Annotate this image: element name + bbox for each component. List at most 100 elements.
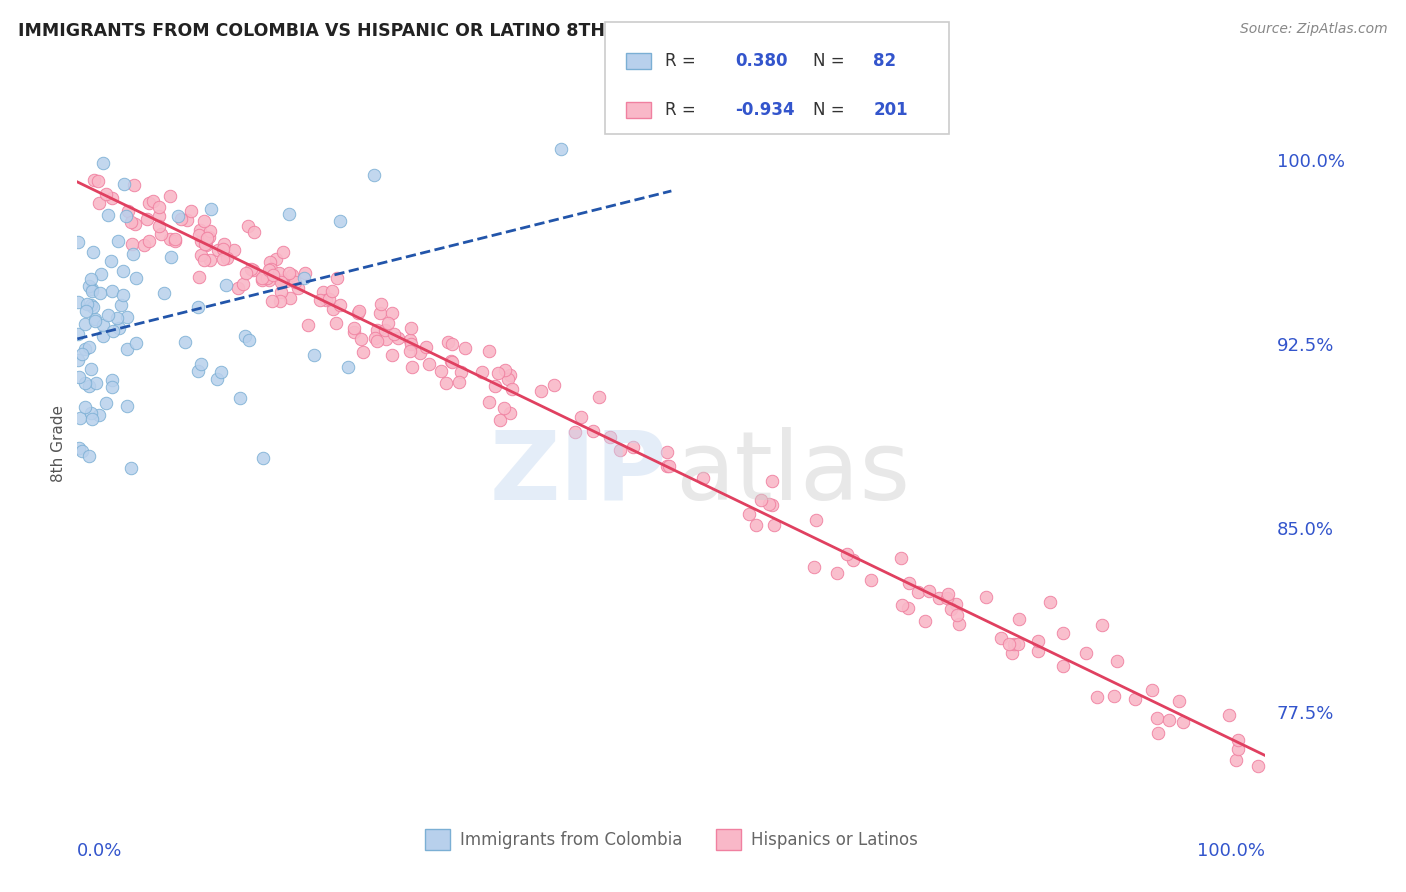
Point [107,234,129,248]
Point [897,600,920,615]
Point [399,343,422,358]
Point [623,440,645,454]
Point [138,196,160,211]
Point [67,295,90,310]
Point [399,337,422,351]
Point [270,285,292,299]
Text: atlas: atlas [675,426,910,520]
Point [478,344,501,359]
Point [1004,637,1026,651]
Point [90,267,112,281]
Point [312,285,335,300]
Point [655,458,678,473]
Point [364,331,387,345]
Point [75,376,97,391]
Point [387,331,409,345]
Point [141,194,163,209]
Point [212,252,235,266]
Text: 77.5%: 77.5% [1277,705,1334,723]
Point [1218,707,1240,722]
Point [101,191,124,205]
Point [170,212,193,227]
Point [1227,733,1250,747]
Point [238,333,260,347]
Point [284,275,307,289]
Point [368,306,391,320]
Point [190,248,212,262]
Point [655,444,678,458]
Point [67,235,90,250]
Point [496,372,519,386]
Point [209,365,232,379]
Point [224,244,246,258]
Point [499,406,522,420]
Point [193,252,215,267]
Point [374,323,396,337]
Point [188,227,211,242]
Point [187,300,209,314]
Point [1167,694,1189,708]
Point [117,400,139,414]
Point [564,425,586,440]
Point [215,277,238,292]
Text: 100.0%: 100.0% [1277,153,1344,170]
Point [91,318,114,332]
Point [1171,714,1194,729]
Point [945,608,967,623]
Point [153,286,176,301]
Point [897,575,920,590]
Point [945,598,967,612]
Point [96,187,118,202]
Text: 82: 82 [873,52,896,70]
Text: 0.0%: 0.0% [77,842,122,860]
Point [83,173,105,187]
Point [914,614,936,628]
Point [430,364,453,378]
Point [329,214,352,228]
Point [166,209,188,223]
Point [1039,595,1062,609]
Point [381,349,404,363]
Point [418,357,440,371]
Point [342,325,364,339]
Point [269,293,291,308]
Point [297,318,319,332]
Point [382,326,405,341]
Point [194,237,217,252]
Point [80,362,103,376]
Point [1123,692,1146,706]
Point [100,284,122,298]
Y-axis label: 8th Grade: 8th Grade [51,405,66,483]
Point [235,266,257,280]
Point [381,306,404,320]
Point [370,297,392,311]
Point [148,200,170,214]
Point [97,308,120,322]
Point [148,219,170,234]
Point [100,253,122,268]
Text: R =: R = [665,101,702,119]
Point [232,277,254,291]
Point [101,373,124,387]
Point [233,329,256,343]
Point [308,293,330,307]
Point [115,310,138,324]
Point [349,303,371,318]
Point [409,346,432,360]
Point [907,585,929,599]
Point [399,320,422,334]
Point [252,450,274,465]
Point [336,359,359,374]
Point [125,336,148,351]
Point [890,551,912,566]
Point [918,583,941,598]
Point [401,359,423,374]
Point [936,587,959,601]
Point [494,401,516,416]
Point [935,591,957,606]
Point [112,264,135,278]
Point [108,320,131,334]
Point [243,225,266,239]
Point [374,332,396,346]
Point [744,518,766,533]
